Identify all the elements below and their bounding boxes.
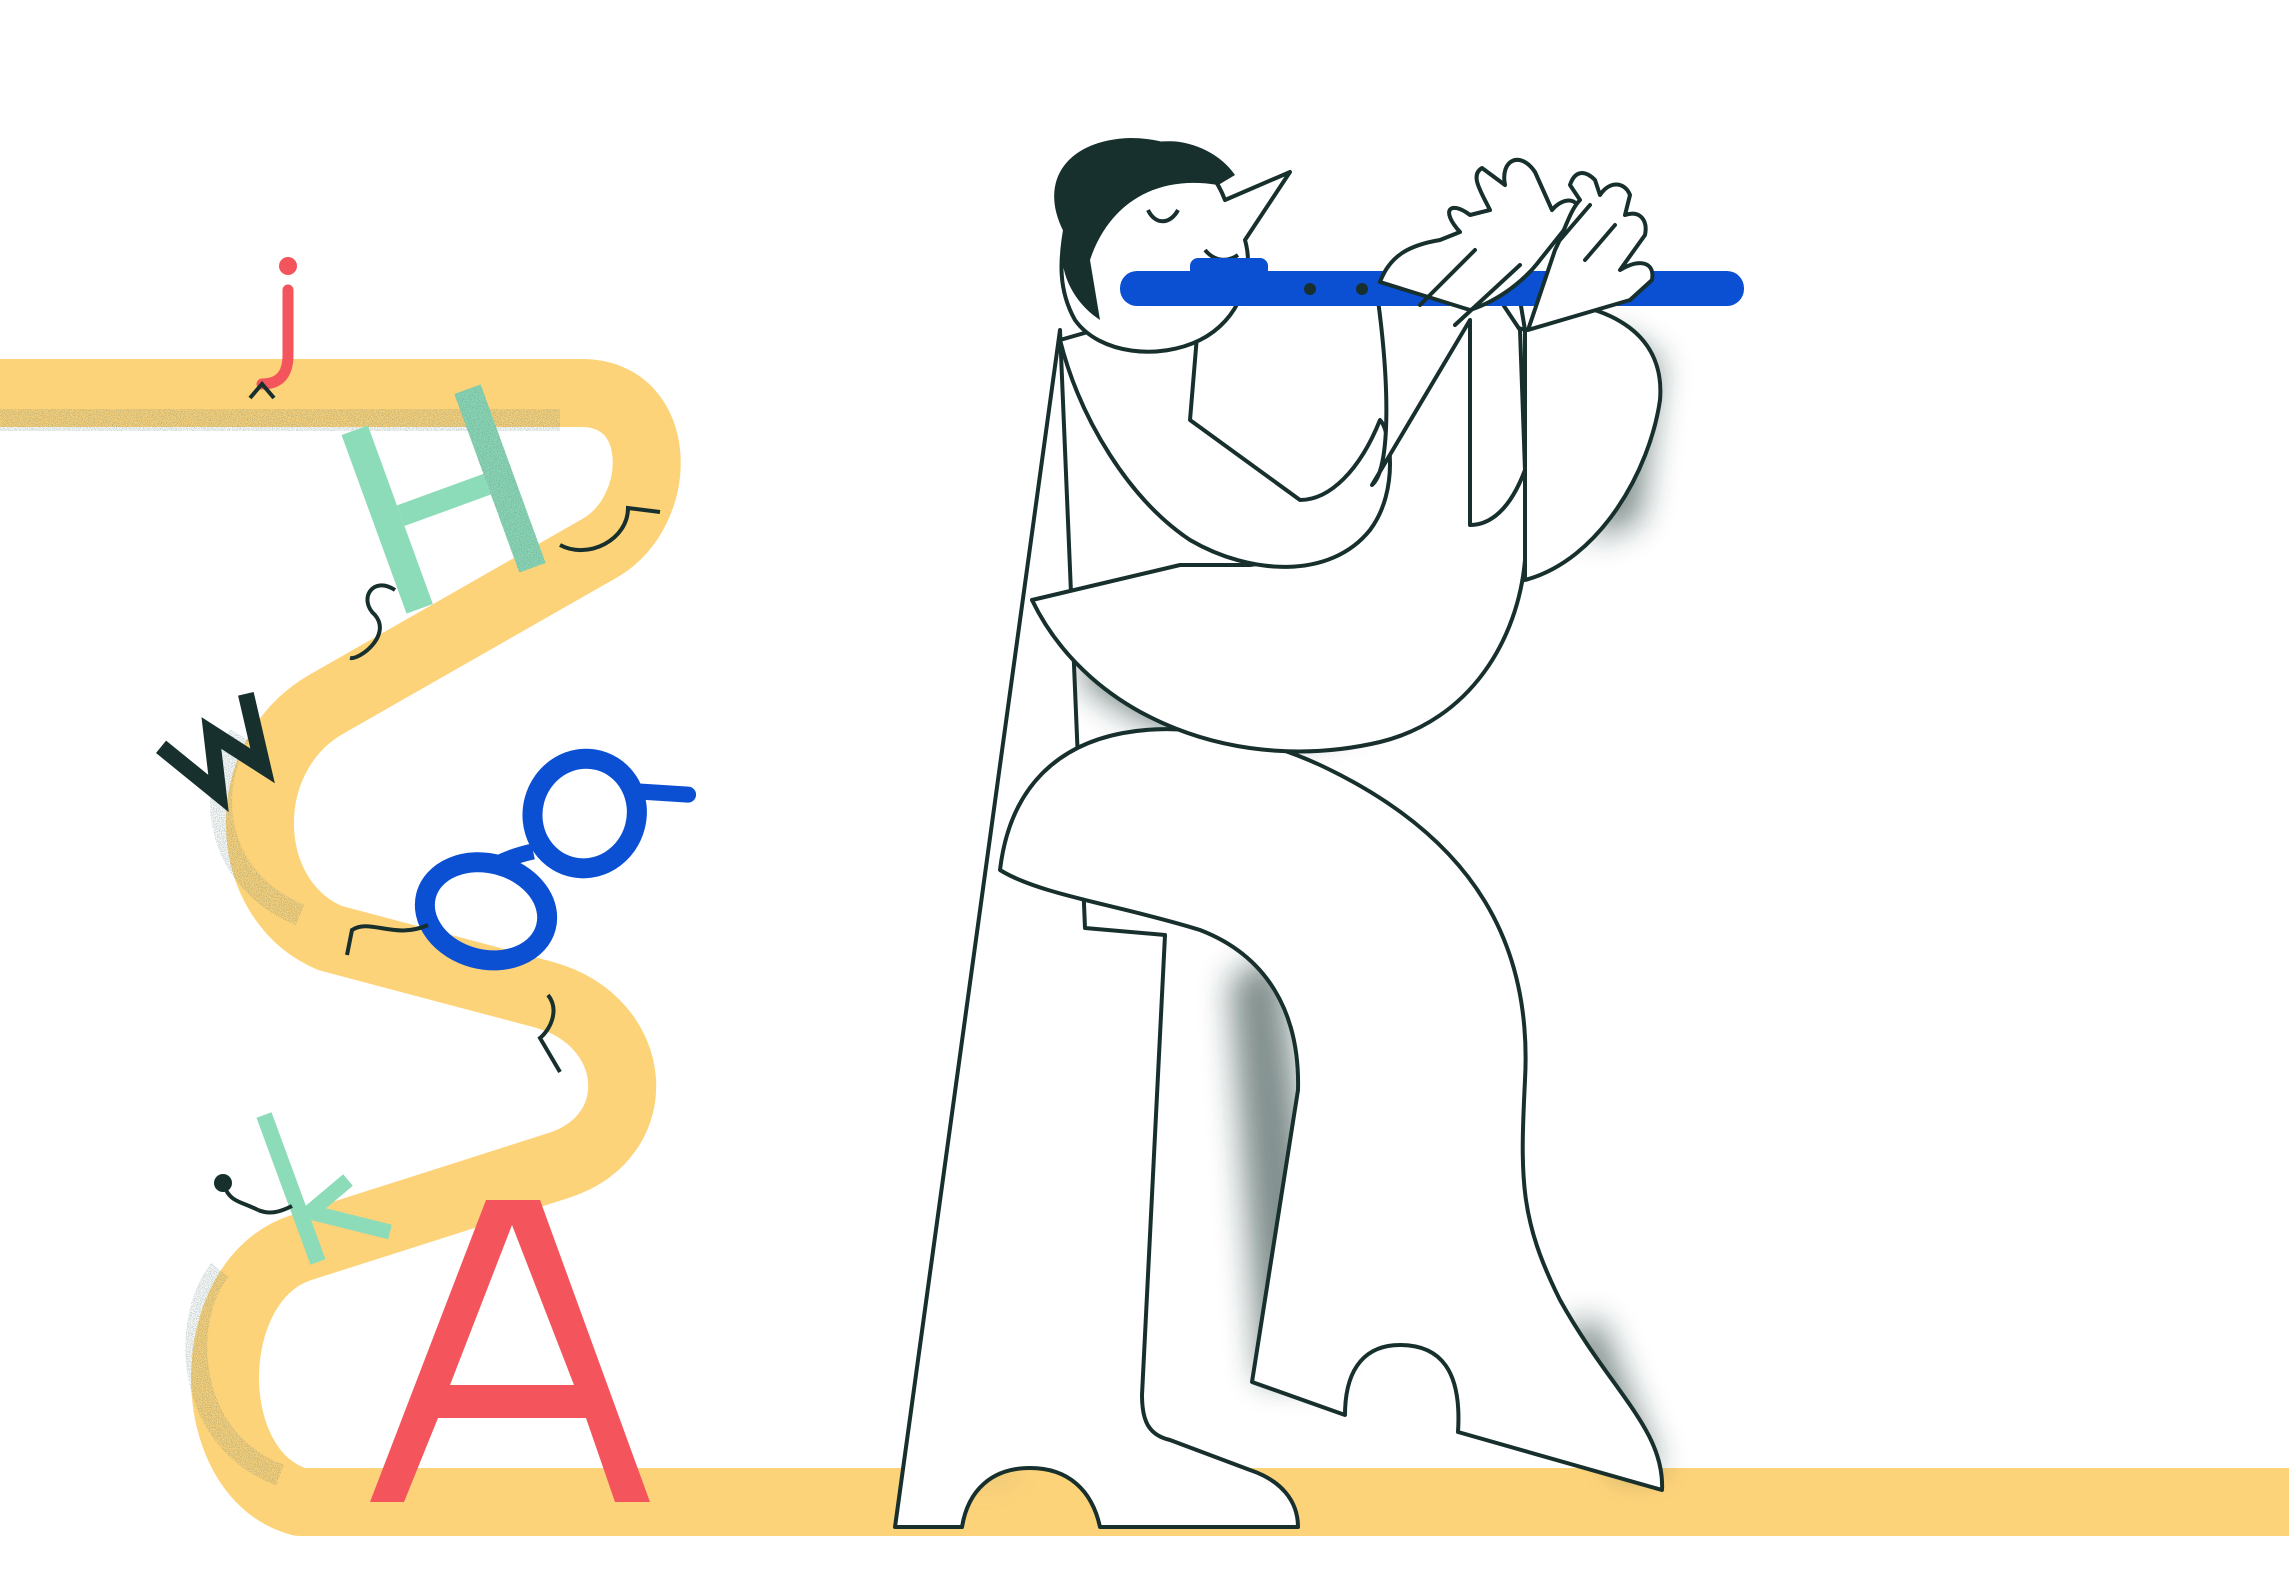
letter-g (414, 748, 697, 971)
letter-g-upper (522, 748, 647, 879)
letter-h-right-leg (559, 505, 661, 552)
letter-a (370, 1200, 650, 1502)
letter-g-link (488, 843, 535, 874)
letter-j-legs (248, 380, 276, 400)
figure-back-arm (1518, 298, 1663, 582)
figure-head (1054, 138, 1292, 354)
figure-body-left (893, 328, 1300, 1529)
hand-fingers-detail (1418, 203, 1617, 327)
letter-h-left-leg (349, 583, 397, 661)
letter-j-stem (256, 284, 294, 390)
letter-j (248, 257, 297, 400)
figure-neck (1058, 298, 1392, 569)
letter-a-shape (370, 1200, 650, 1502)
letter-g-right-leg (537, 993, 562, 1074)
letter-k-arms (293, 1174, 392, 1240)
letter-k-arm-leg (224, 1188, 259, 1212)
letter-h-left (341, 425, 433, 614)
flute-hole-1 (1304, 283, 1316, 295)
letter-j-dot (279, 257, 297, 275)
musician-figure (893, 138, 1744, 1529)
letter-g-ear (629, 783, 697, 803)
letter-h (341, 384, 546, 614)
flute-hole-2 (1356, 283, 1368, 295)
letter-g-left-leg (345, 923, 429, 956)
letter-k (214, 1112, 392, 1265)
letter-w (156, 692, 275, 813)
letter-k-hand (214, 1174, 232, 1192)
road-path (0, 359, 2289, 1536)
head-eye (1146, 208, 1180, 224)
letter-h-bar (396, 473, 491, 527)
letter-h-texture (454, 384, 546, 573)
figure-leg-right (998, 727, 1665, 1492)
figure-hand-front (1378, 158, 1582, 312)
flute-mouth (1190, 258, 1268, 280)
letter-k-stem (256, 1112, 326, 1265)
head-hair-cap (1055, 140, 1218, 320)
